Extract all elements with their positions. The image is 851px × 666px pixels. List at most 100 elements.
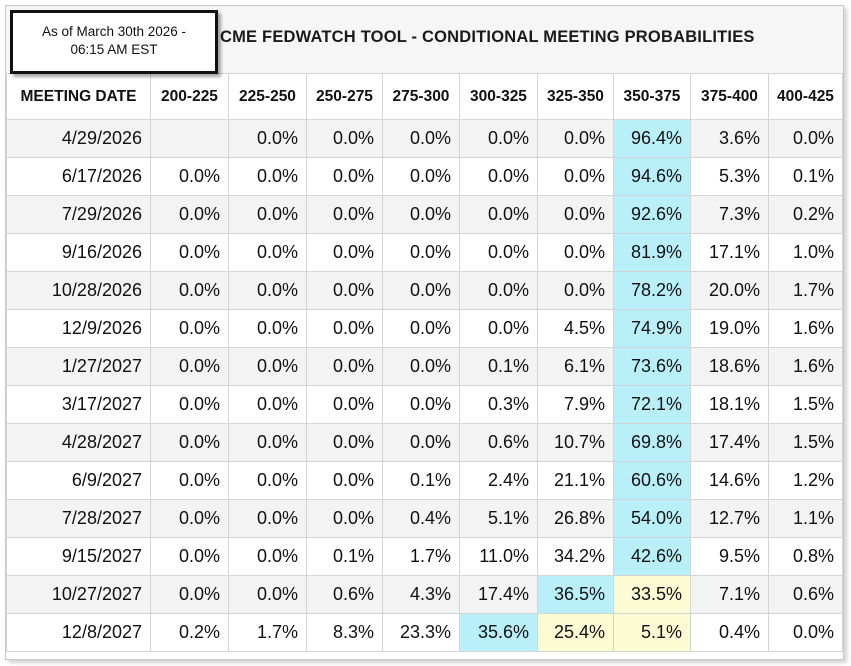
meeting-date-cell: 7/28/2027 (6, 499, 151, 538)
column-header-meeting-date: MEETING DATE (6, 73, 151, 120)
probability-cell: 5.1% (613, 613, 691, 652)
meeting-date-cell: 9/16/2026 (6, 233, 151, 272)
probability-cell: 96.4% (613, 119, 691, 158)
probability-cell: 0.0% (228, 309, 307, 348)
probability-cell: 18.6% (690, 347, 769, 386)
probability-cell: 0.0% (228, 271, 307, 310)
probability-cell: 1.7% (768, 271, 843, 310)
probability-cell: 0.0% (228, 499, 307, 538)
table-row: 12/9/2026 0.0% 0.0% 0.0% 0.0% 0.0% 4.5% 74.9% 19… (6, 309, 843, 348)
column-header-rate-range: 300-325 (459, 73, 538, 120)
probability-cell: 11.0% (459, 537, 538, 576)
meeting-date-cell: 1/27/2027 (6, 347, 151, 386)
probability-cell: 0.0% (459, 309, 538, 348)
probability-cell: 0.0% (382, 347, 460, 386)
probability-cell: 0.0% (150, 157, 229, 196)
probability-cell: 0.0% (228, 195, 307, 234)
probability-cell: 1.5% (768, 385, 843, 424)
probability-cell: 0.0% (537, 195, 614, 234)
timestamp-line-2: 06:15 AM EST (70, 42, 158, 57)
probability-cell: 1.7% (382, 537, 460, 576)
meeting-date-cell: 10/28/2026 (6, 271, 151, 310)
probability-cell: 74.9% (613, 309, 691, 348)
meeting-date-cell: 10/27/2027 (6, 575, 151, 614)
probability-cell: 19.0% (690, 309, 769, 348)
probability-cell: 1.0% (768, 233, 843, 272)
probability-cell: 0.0% (150, 385, 229, 424)
probability-cell: 12.7% (690, 499, 769, 538)
probability-cell: 0.0% (382, 423, 460, 462)
table-row: 7/28/2027 0.0% 0.0% 0.0% 0.4% 5.1% 26.8% 54.0% 1… (6, 499, 843, 538)
probability-cell: 17.4% (690, 423, 769, 462)
probability-cell: 0.0% (537, 271, 614, 310)
probability-cell: 0.0% (537, 233, 614, 272)
probability-cell: 1.6% (768, 309, 843, 348)
probability-cell: 0.2% (768, 195, 843, 234)
table-row: 3/17/2027 0.0% 0.0% 0.0% 0.0% 0.3% 7.9% 72.1% 18… (6, 385, 843, 424)
probability-cell: 0.0% (228, 347, 307, 386)
probability-cell: 0.0% (150, 347, 229, 386)
probability-cell: 0.2% (150, 613, 229, 652)
probability-cell: 3.6% (690, 119, 769, 158)
probability-cell: 7.3% (690, 195, 769, 234)
probability-cell: 17.1% (690, 233, 769, 272)
probability-cell: 0.6% (459, 423, 538, 462)
meeting-date-cell: 6/17/2026 (6, 157, 151, 196)
header-row: MEETING DATE 200-225 225-250 250-275 275… (6, 73, 843, 120)
probability-cell: 60.6% (613, 461, 691, 500)
probability-cell: 0.1% (768, 157, 843, 196)
probability-cell: 1.6% (768, 347, 843, 386)
probability-cell: 92.6% (613, 195, 691, 234)
meeting-date-cell: 4/29/2026 (6, 119, 151, 158)
probability-cell: 0.6% (768, 575, 843, 614)
probability-cell: 23.3% (382, 613, 460, 652)
probability-cell: 0.0% (306, 271, 383, 310)
probability-cell: 0.0% (537, 157, 614, 196)
meeting-date-cell: 12/9/2026 (6, 309, 151, 348)
probability-cell: 1.2% (768, 461, 843, 500)
probability-cell: 0.0% (150, 233, 229, 272)
probability-cell: 4.3% (382, 575, 460, 614)
probability-cell: 1.7% (228, 613, 307, 652)
probability-cell: 0.4% (382, 499, 460, 538)
table-row: 9/15/2027 0.0% 0.0% 0.1% 1.7% 11.0% 34.2% 42.6%… (6, 537, 843, 576)
probability-cell: 2.4% (459, 461, 538, 500)
probability-cell (150, 119, 229, 158)
probability-cell: 78.2% (613, 271, 691, 310)
probability-cell: 0.0% (228, 233, 307, 272)
probability-cell: 0.0% (459, 195, 538, 234)
column-header-rate-range: 350-375 (613, 73, 691, 120)
probability-cell: 0.6% (306, 575, 383, 614)
probability-cell: 94.6% (613, 157, 691, 196)
probability-cell: 0.1% (306, 537, 383, 576)
probability-cell: 42.6% (613, 537, 691, 576)
probability-cell: 0.0% (768, 613, 843, 652)
probability-cell: 17.4% (459, 575, 538, 614)
meeting-date-cell: 6/9/2027 (6, 461, 151, 500)
probability-cell: 0.0% (228, 575, 307, 614)
column-header-rate-range: 375-400 (690, 73, 769, 120)
probability-cell: 7.1% (690, 575, 769, 614)
probability-cell: 0.0% (150, 499, 229, 538)
probability-cell: 0.0% (382, 385, 460, 424)
probability-cell: 0.0% (306, 461, 383, 500)
probability-cell: 0.0% (306, 119, 383, 158)
probability-cell: 0.1% (459, 347, 538, 386)
column-header-rate-range: 275-300 (382, 73, 460, 120)
probability-cell: 0.0% (306, 423, 383, 462)
probability-cell: 0.0% (459, 157, 538, 196)
probability-cell: 0.0% (228, 423, 307, 462)
meeting-date-cell: 3/17/2027 (6, 385, 151, 424)
table-row: 6/17/2026 0.0% 0.0% 0.0% 0.0% 0.0% 0.0% 94.6% 5.… (6, 157, 843, 196)
column-header-rate-range: 200-225 (150, 73, 229, 120)
probability-cell: 72.1% (613, 385, 691, 424)
probability-cell: 1.1% (768, 499, 843, 538)
probability-cell: 0.0% (459, 271, 538, 310)
probability-cell: 0.0% (382, 119, 460, 158)
probability-cell: 0.0% (382, 233, 460, 272)
probability-cell: 26.8% (537, 499, 614, 538)
column-header-rate-range: 400-425 (768, 73, 843, 120)
meeting-date-cell: 4/28/2027 (6, 423, 151, 462)
probability-cell: 0.0% (228, 119, 307, 158)
probability-cell: 1.5% (768, 423, 843, 462)
